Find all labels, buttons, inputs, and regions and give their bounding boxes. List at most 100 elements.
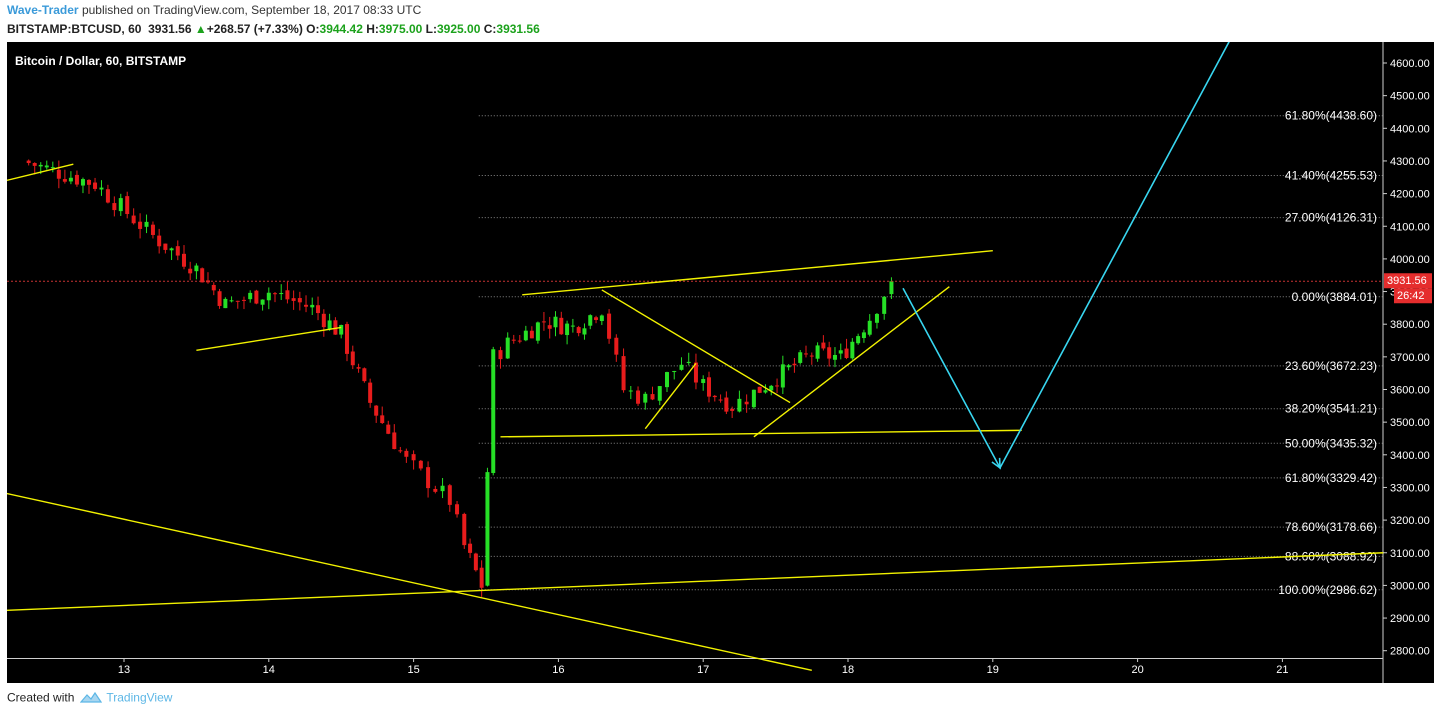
candle-down xyxy=(479,567,484,588)
candle-up xyxy=(861,332,866,339)
candle-up xyxy=(339,324,344,335)
fib-level-label: 27.00%(4126.31) xyxy=(1285,211,1377,225)
author-link[interactable]: Wave-Trader xyxy=(7,3,79,17)
created-with-text: Created with xyxy=(7,690,75,705)
candle-up xyxy=(327,320,332,330)
trendline xyxy=(644,362,697,430)
price-tick-label: 2900.00 xyxy=(1390,613,1430,625)
candle-up xyxy=(838,350,843,354)
candle-down xyxy=(468,543,473,553)
tradingview-link[interactable]: TradingView xyxy=(106,690,173,705)
candle-up xyxy=(701,379,706,384)
fib-level-label: 78.60%(3178.66) xyxy=(1285,520,1377,534)
candle-down xyxy=(636,390,641,404)
time-tick-label: 20 xyxy=(1131,664,1143,676)
candle-down xyxy=(241,299,246,301)
trendline xyxy=(196,326,342,352)
candle-up xyxy=(672,371,677,373)
candle-down xyxy=(316,305,321,314)
candle-up xyxy=(657,386,662,401)
candle-up xyxy=(523,330,528,341)
candle-down xyxy=(541,321,546,323)
candle-down xyxy=(285,290,290,300)
close-value: 3931.56 xyxy=(496,22,540,36)
candle-up xyxy=(780,364,785,388)
time-tick-label: 16 xyxy=(552,664,564,676)
fib-level-label: 41.40%(4255.53) xyxy=(1285,168,1377,182)
price-tick-label: 3600.00 xyxy=(1390,385,1430,397)
price-tick-label: 3800.00 xyxy=(1390,319,1430,331)
trendline xyxy=(7,163,74,182)
candle-down xyxy=(547,325,552,329)
candle-up xyxy=(686,361,691,364)
fib-level-label: 61.80%(4438.60) xyxy=(1285,109,1377,123)
price-tick-label: 4200.00 xyxy=(1390,189,1430,201)
candle-down xyxy=(254,290,259,304)
candle-down xyxy=(498,350,503,360)
candle-down xyxy=(356,367,361,369)
candle-up xyxy=(440,485,445,492)
price-chart[interactable]: Bitcoin / Dollar, 60, BITSTAMP 61.80%(44… xyxy=(7,42,1434,683)
candle-down xyxy=(125,196,130,215)
time-axis-background xyxy=(7,658,1383,683)
candle-up xyxy=(279,293,284,295)
fibonacci-levels: 61.80%(4438.60) 41.40%(4255.53) 27.00%(412… xyxy=(478,109,1383,597)
price-badges: 3931.56 26:42 xyxy=(1384,273,1432,304)
candle-down xyxy=(32,163,37,166)
candle-up xyxy=(643,393,648,403)
time-axis: 13 14 15 16 17 18 19 20 21 xyxy=(118,658,1289,676)
plot-background xyxy=(7,42,1383,658)
candle-down xyxy=(333,320,338,335)
candle-down xyxy=(462,513,467,546)
high-value: 3975.00 xyxy=(378,22,423,36)
candle-down xyxy=(200,268,205,283)
time-tick-label: 19 xyxy=(987,664,999,676)
candle-up xyxy=(786,365,791,368)
publish-info: Wave-Trader published on TradingView.com… xyxy=(7,3,421,17)
candle-down xyxy=(235,300,240,302)
candle-up xyxy=(553,316,558,328)
time-tick-label: 15 xyxy=(407,664,419,676)
candle-down xyxy=(621,356,626,391)
candle-up xyxy=(815,345,820,359)
trendline xyxy=(7,492,812,671)
chart-panel[interactable]: Bitcoin / Dollar, 60, BITSTAMP 61.80%(44… xyxy=(7,42,1434,683)
candle-up xyxy=(737,398,742,412)
current-price-text: 3931.56 xyxy=(1387,275,1427,287)
candle-down xyxy=(775,385,780,387)
candle-down xyxy=(706,377,711,397)
candle-up xyxy=(260,299,265,305)
candle-up xyxy=(856,336,861,344)
candle-down xyxy=(712,395,717,398)
candle-down xyxy=(418,460,423,469)
candle-up xyxy=(889,281,894,295)
candle-down xyxy=(844,348,849,358)
chart-title: Bitcoin / Dollar, 60, BITSTAMP xyxy=(15,54,186,68)
candle-up xyxy=(50,167,55,169)
candle-down xyxy=(374,405,379,416)
candle-down xyxy=(304,304,309,307)
time-tick-label: 14 xyxy=(263,664,275,676)
candle-up xyxy=(599,315,604,321)
time-tick-label: 21 xyxy=(1276,664,1288,676)
candle-down xyxy=(594,317,599,320)
candle-up xyxy=(68,177,73,182)
candle-down xyxy=(809,355,814,357)
candle-down xyxy=(163,243,168,250)
price-tick-label: 3700.00 xyxy=(1390,352,1430,364)
price-tick-label: 4300.00 xyxy=(1390,156,1430,168)
candle-down xyxy=(321,313,326,328)
candle-down xyxy=(188,268,193,274)
price-tick-label: 3500.00 xyxy=(1390,417,1430,429)
candle-up xyxy=(80,179,85,186)
candle-down xyxy=(380,415,385,424)
candle-up xyxy=(99,187,104,190)
price-tick-label: 4400.00 xyxy=(1390,123,1430,135)
candle-down xyxy=(607,313,612,339)
candle-up xyxy=(628,390,633,392)
candle-up xyxy=(485,472,490,586)
price-axis: 2800.00 2900.00 3000.00 3100.00 3200.00 3300.… xyxy=(1383,58,1430,658)
candle-down xyxy=(362,368,367,382)
tradingview-logo-icon xyxy=(80,690,103,707)
candle-down xyxy=(792,363,797,366)
